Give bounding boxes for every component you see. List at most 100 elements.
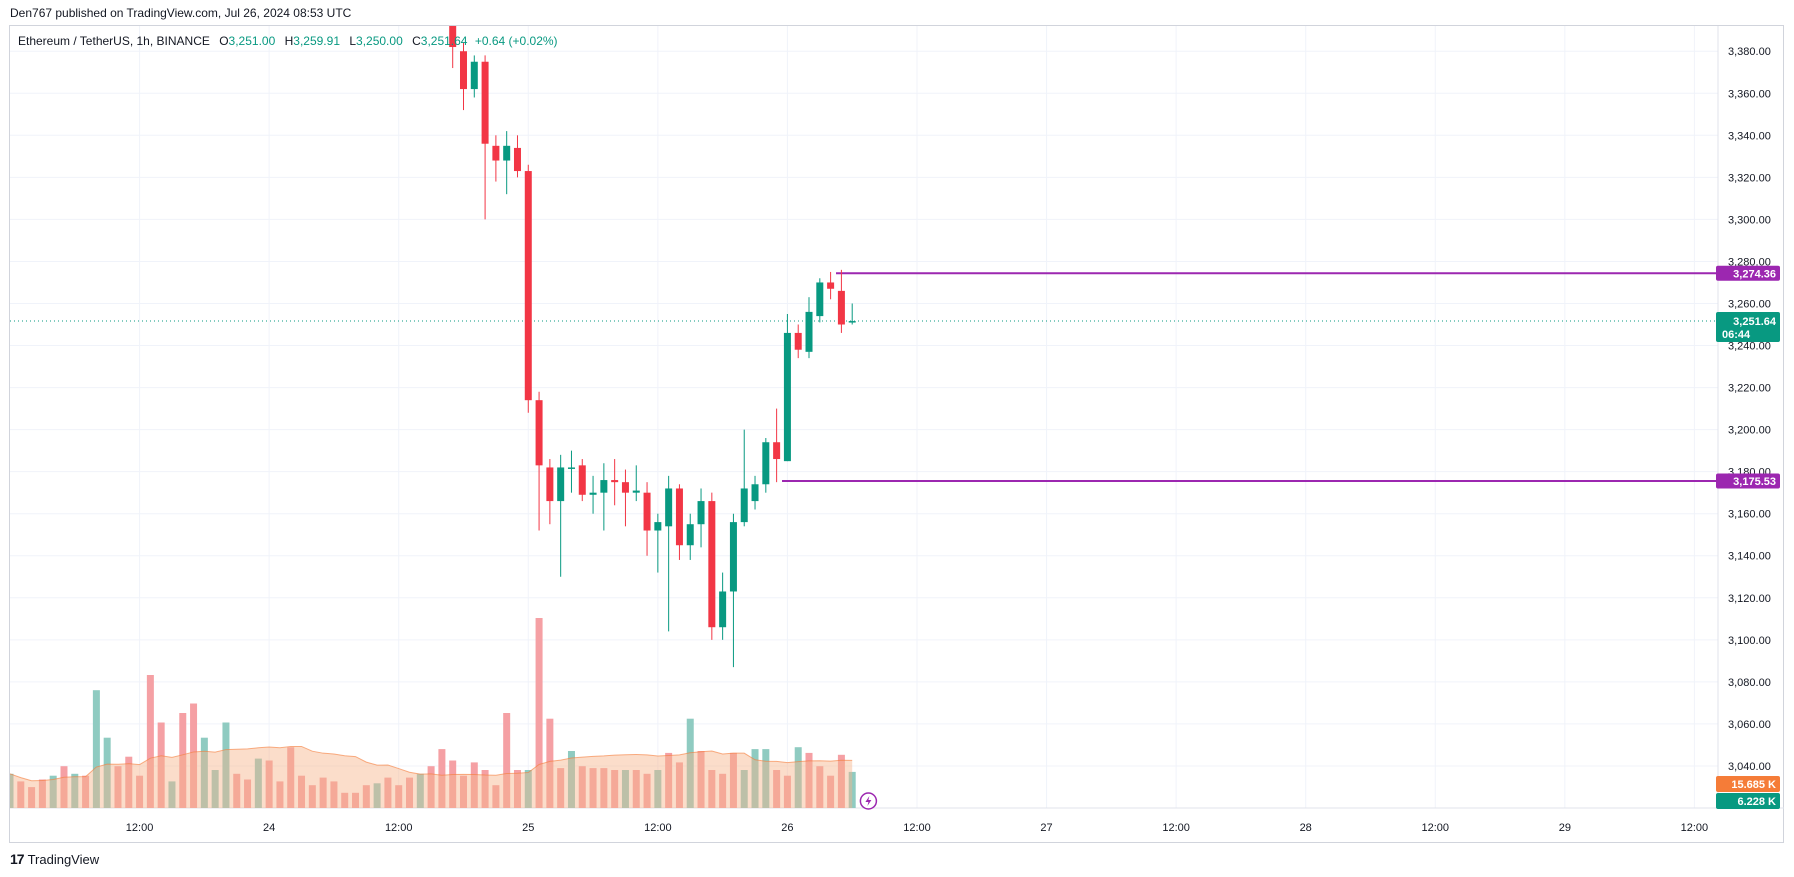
y-tick-label: 3,080.00 — [1728, 677, 1771, 689]
candle-body[interactable] — [503, 145, 511, 161]
legend-close-label: C — [412, 34, 421, 48]
volume-ma-line — [9, 745, 853, 782]
candle-body[interactable] — [805, 311, 813, 352]
volume-bar — [244, 779, 252, 808]
y-tick-label: 3,380.00 — [1728, 46, 1771, 58]
volume-bar — [287, 747, 295, 808]
y-tick-label: 3,140.00 — [1728, 551, 1771, 563]
candle-body[interactable] — [470, 61, 478, 90]
volume-bar — [805, 752, 813, 808]
candle-body[interactable] — [697, 501, 705, 525]
level-high-tag-bg — [1716, 265, 1780, 281]
volume-bar — [330, 781, 338, 808]
x-tick-label: 12:00 — [644, 822, 672, 834]
volume-bar — [71, 773, 79, 808]
candle-body[interactable] — [675, 488, 683, 546]
x-tick-label: 29 — [1559, 822, 1571, 834]
volume-bar — [708, 770, 716, 808]
candle-body[interactable] — [729, 522, 737, 592]
volume-last-tag-bg — [1716, 793, 1780, 809]
x-tick-label: 26 — [781, 822, 793, 834]
candle-body[interactable] — [762, 442, 770, 485]
candle-body[interactable] — [578, 465, 586, 495]
volume-bar — [114, 766, 122, 808]
level-low-tag-bg — [1716, 473, 1780, 489]
candle-body[interactable] — [794, 332, 802, 350]
candle-body[interactable] — [751, 484, 759, 502]
candle-body[interactable] — [643, 492, 651, 531]
volume-bar — [352, 792, 360, 808]
y-tick-label: 3,300.00 — [1728, 214, 1771, 226]
candle-body[interactable] — [632, 490, 640, 493]
candle-body[interactable] — [611, 480, 619, 483]
volume-bar — [751, 749, 759, 808]
y-tick-label: 3,320.00 — [1728, 172, 1771, 184]
candle-body[interactable] — [459, 51, 467, 90]
candle-body[interactable] — [827, 282, 835, 289]
volume-bar — [773, 770, 781, 808]
volume-bar — [222, 722, 230, 808]
volume-bar — [92, 690, 100, 808]
y-tick-label: 3,060.00 — [1728, 719, 1771, 731]
volume-ma-tag: 15.685 K — [1731, 779, 1776, 791]
candle-body[interactable] — [449, 26, 457, 48]
chart-legend: Ethereum / TetherUS, 1h, BINANCE O3,251.… — [18, 34, 558, 48]
legend-low-value: 3,250.00 — [356, 34, 403, 48]
volume-bar — [481, 770, 489, 808]
candle-body[interactable] — [719, 591, 727, 628]
y-tick-label: 3,220.00 — [1728, 383, 1771, 395]
candle-body[interactable] — [708, 501, 716, 628]
candle-body[interactable] — [686, 524, 694, 546]
candle-body[interactable] — [557, 467, 565, 502]
x-tick-label: 25 — [522, 822, 534, 834]
volume-bar — [567, 751, 575, 808]
volume-bar — [643, 773, 651, 808]
last-price-tag: 3,251.64 — [1733, 316, 1777, 328]
y-tick-label: 3,280.00 — [1728, 256, 1771, 268]
legend-open-label: O — [219, 34, 229, 48]
volume-bar — [60, 766, 68, 808]
volume-bar — [276, 781, 284, 808]
y-tick-label: 3,040.00 — [1728, 761, 1771, 773]
legend-high-label: H — [284, 34, 294, 48]
publisher-credit: Den767 published on TradingView.com, Jul… — [10, 6, 352, 20]
volume-bar — [665, 752, 673, 808]
tradingview-logo-icon: 17 — [10, 851, 25, 867]
candle-body[interactable] — [546, 467, 554, 502]
candle-body[interactable] — [665, 488, 673, 527]
volume-bar — [632, 770, 640, 808]
volume-bar — [136, 775, 144, 808]
candle-body[interactable] — [848, 321, 856, 323]
volume-bar — [470, 762, 478, 808]
candle-body[interactable] — [773, 442, 781, 460]
volume-bar — [535, 618, 543, 808]
volume-bar — [816, 766, 824, 808]
volume-bar — [459, 775, 467, 808]
candle-body[interactable] — [524, 171, 532, 401]
candle-body[interactable] — [567, 467, 575, 469]
candle-body[interactable] — [654, 522, 662, 531]
volume-bar — [10, 773, 14, 808]
volume-bar — [557, 768, 565, 808]
candle-body[interactable] — [481, 61, 489, 144]
volume-bar — [503, 713, 511, 808]
x-tick-label: 24 — [263, 822, 275, 834]
candle-body[interactable] — [513, 147, 521, 172]
candle-body[interactable] — [621, 482, 629, 493]
candle-body[interactable] — [783, 332, 791, 462]
candle-body[interactable] — [492, 145, 500, 161]
legend-symbol[interactable]: Ethereum / TetherUS, 1h, BINANCE — [18, 34, 210, 48]
tradingview-logo[interactable]: 17 TradingView — [10, 851, 99, 867]
x-tick-label: 12:00 — [126, 822, 154, 834]
volume-bar — [600, 768, 608, 808]
volume-bar — [686, 718, 694, 808]
candle-body[interactable] — [535, 400, 543, 466]
candle-body[interactable] — [740, 488, 748, 523]
volume-bar — [492, 785, 500, 808]
candle-body[interactable] — [589, 492, 597, 495]
candle-body[interactable] — [600, 480, 608, 493]
volume-bar — [341, 792, 349, 808]
candle-body[interactable] — [816, 282, 824, 317]
candle-body[interactable] — [837, 290, 845, 325]
